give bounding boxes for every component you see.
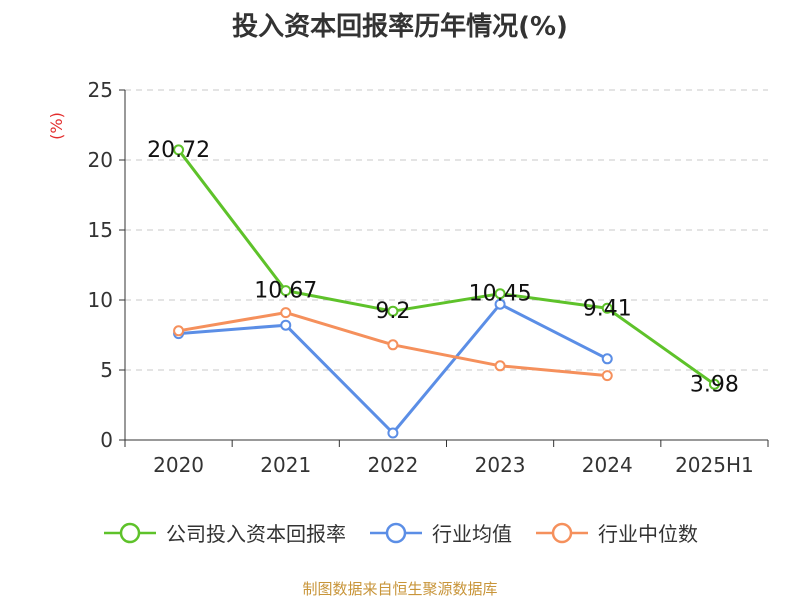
circle-line-icon [370,522,422,543]
data-label: 20.72 [147,138,210,163]
y-axis-label: (%) [47,112,66,140]
data-point [387,427,399,439]
legend-label: 行业中位数 [598,522,698,546]
chart-title: 投入资本回报率历年情况(%) [232,12,568,42]
legend-item: 行业中位数 [534,518,698,547]
data-point [280,285,292,297]
x-tick-label: 2021 [260,453,311,477]
circle-line-icon [104,522,156,543]
legend-label: 公司投入资本回报率 [166,522,346,546]
x-tick-label: 2020 [153,453,204,477]
x-tick-label: 2023 [475,453,526,477]
legend-item: 公司投入资本回报率 [102,518,346,547]
legend: 公司投入资本回报率 行业均值 行业中位数 [0,518,800,547]
data-point [280,319,292,331]
data-point [173,325,185,337]
y-tick-label: 10 [88,288,113,312]
x-tick-label: 2024 [582,453,633,477]
legend-label: 行业均值 [432,522,512,546]
series-lines [173,144,720,439]
data-point [494,288,506,300]
y-tick-label: 20 [88,148,113,172]
data-point [494,298,506,310]
y-tick-label: 25 [88,78,113,102]
data-point [387,305,399,317]
y-tick-label: 5 [100,358,113,382]
legend-item: 行业均值 [368,518,512,547]
data-point [708,378,720,390]
data-point [494,360,506,372]
y-tick-label: 15 [88,218,113,242]
axes: 0 5 10 15 20 25 2020 2021 2022 2023 2024 2025H1 (%) [47,78,769,477]
data-point [173,144,185,156]
grid-lines [125,89,768,371]
data-point [280,307,292,319]
data-label: 10.45 [469,282,532,307]
data-point [601,353,613,365]
data-label: 10.67 [254,279,317,304]
x-tick-label: 2025H1 [675,453,754,477]
source-note: 制图数据来自恒生聚源数据库 [302,580,498,598]
data-point [387,339,399,351]
y-tick-label: 0 [100,428,113,452]
x-tick-label: 2022 [367,453,418,477]
data-label: 3.98 [690,372,739,397]
data-point [601,370,613,382]
data-label: 9.2 [375,299,410,324]
data-labels: 20.72 10.67 9.2 10.45 9.41 3.98 [147,138,739,397]
data-label: 9.41 [583,296,632,321]
circle-line-icon [536,522,588,543]
data-point [601,302,613,314]
series-line [177,149,716,386]
